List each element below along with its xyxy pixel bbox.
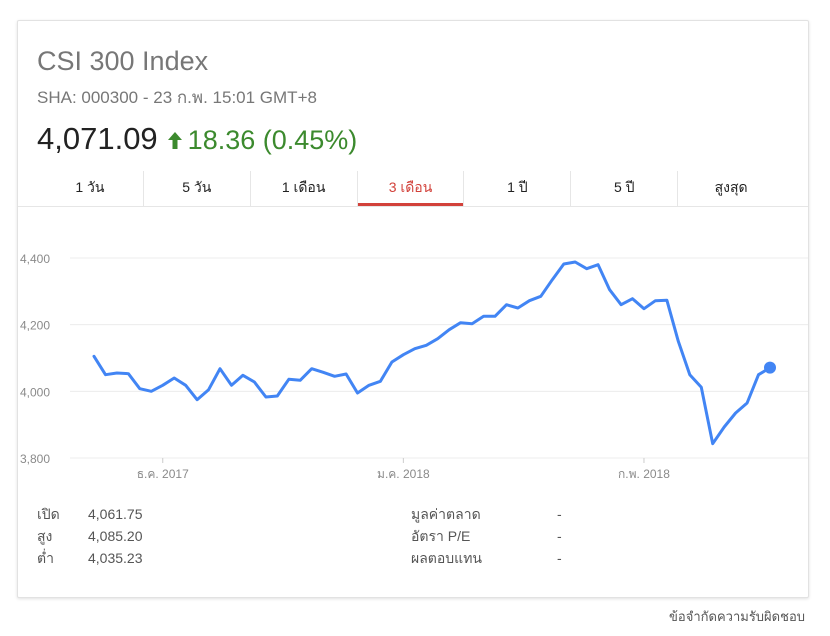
stat-yield-value: - xyxy=(557,550,562,566)
stat-high: สูง 4,085.20 xyxy=(37,525,143,547)
stock-card: CSI 300 Index SHA: 000300 - 23 ก.พ. 15:0… xyxy=(17,20,809,598)
tab-1-month[interactable]: 1 เดือน xyxy=(249,171,357,206)
stat-open: เปิด 4,061.75 xyxy=(37,503,143,525)
stat-yield: ผลตอบแทน - xyxy=(411,547,562,569)
current-price: 4,071.09 xyxy=(37,121,158,156)
stat-open-value: 4,061.75 xyxy=(88,506,143,522)
stat-open-label: เปิด xyxy=(37,506,60,522)
tab-1-day[interactable]: 1 วัน xyxy=(75,179,105,195)
stock-subtitle: SHA: 000300 - 23 ก.พ. 15:01 GMT+8 xyxy=(37,88,317,107)
stat-pe-ratio-label: อัตรา P/E xyxy=(411,528,471,544)
y-tick-label: 4,400 xyxy=(20,252,50,266)
price-change: 18.36 (0.45%) xyxy=(187,125,358,155)
tab-5-days[interactable]: 5 วัน xyxy=(142,171,250,206)
last-price-dot xyxy=(764,361,776,374)
stat-market-cap-value: - xyxy=(557,506,562,522)
stat-low: ต่ำ 4,035.23 xyxy=(37,547,143,569)
disclaimer-link[interactable]: ข้อจำกัดความรับผิดชอบ xyxy=(669,609,805,624)
stats-right: มูลค่าตลาด - อัตรา P/E - ผลตอบแทน - xyxy=(411,503,562,569)
x-tick-label: ธ.ค. 2017 xyxy=(137,467,189,481)
stat-low-label: ต่ำ xyxy=(37,550,54,566)
y-tick-label: 4,000 xyxy=(20,385,50,399)
tab-3-months[interactable]: 3 เดือน xyxy=(356,171,464,206)
stock-title: CSI 300 Index xyxy=(37,46,209,76)
x-tick-label: ก.พ. 2018 xyxy=(618,467,670,481)
y-tick-label: 4,200 xyxy=(20,319,50,333)
tab-max[interactable]: สูงสุด xyxy=(677,171,784,206)
price-line xyxy=(92,260,772,446)
stat-pe-ratio: อัตรา P/E - xyxy=(411,525,562,547)
stat-high-value: 4,085.20 xyxy=(88,528,143,544)
stat-pe-ratio-value: - xyxy=(557,528,562,544)
x-tick-label: ม.ค. 2018 xyxy=(377,467,430,481)
arrow-up-icon xyxy=(167,132,182,149)
tab-5-years[interactable]: 5 ปี xyxy=(570,171,677,206)
stat-low-value: 4,035.23 xyxy=(88,550,143,566)
price-chart: 3,800 4,000 4,200 4,400 ธ.ค. 2017 ม.ค. 2018 ก.… xyxy=(20,252,808,481)
stat-high-label: สูง xyxy=(37,528,53,544)
range-tabs: 1 วัน 5 วัน 1 เดือน 3 เดือน 1 ปี 5 ปี สู… xyxy=(37,171,784,206)
stats-left: เปิด 4,061.75 สูง 4,085.20 ต่ำ 4,035.23 xyxy=(37,503,143,569)
tab-1-year[interactable]: 1 ปี xyxy=(463,171,570,206)
tabs-divider xyxy=(18,206,808,207)
stat-market-cap: มูลค่าตลาด - xyxy=(411,503,562,525)
stat-yield-label: ผลตอบแทน xyxy=(411,550,482,566)
y-tick-label: 3,800 xyxy=(20,452,50,466)
stat-market-cap-label: มูลค่าตลาด xyxy=(411,506,481,522)
price-row: 4,071.09 18.36 (0.45%) xyxy=(37,121,357,157)
